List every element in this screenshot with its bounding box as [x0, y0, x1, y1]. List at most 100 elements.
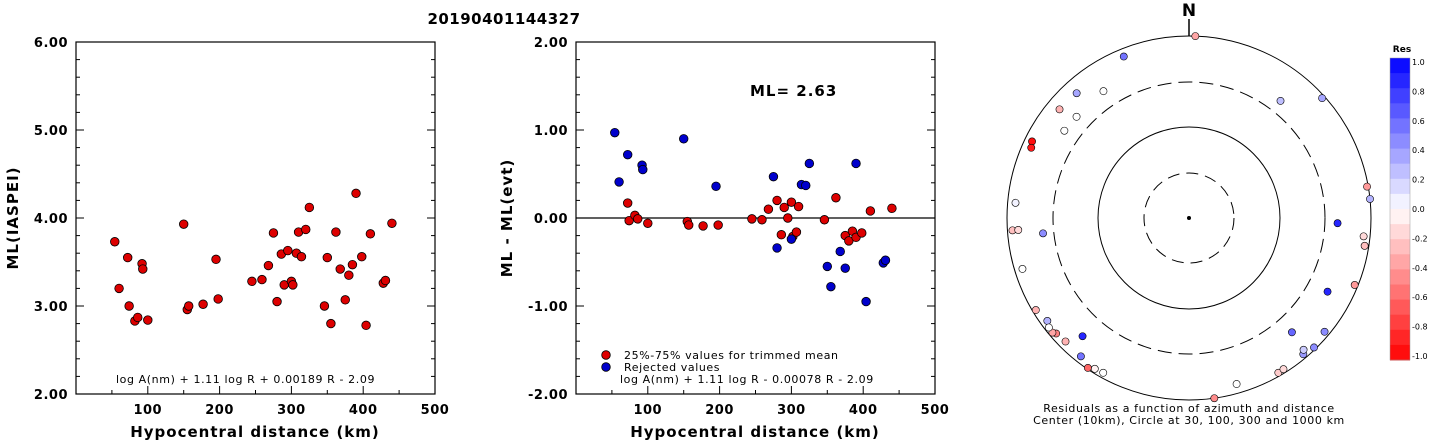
- rejected-point: [840, 263, 850, 273]
- magnitude-formula: log A(nm) + 1.11 log R - 0.00078 R - 2.0…: [620, 373, 874, 386]
- y-tick-label: 6.00: [34, 36, 68, 51]
- station-point: [213, 294, 223, 304]
- rejected-point: [772, 243, 782, 253]
- colorbar-cell: [1390, 193, 1410, 210]
- station-point: [272, 296, 282, 307]
- colorbar-cell: [1390, 299, 1410, 316]
- station-point: [304, 202, 315, 213]
- colorbar-tick-label: -0.2: [1412, 234, 1428, 243]
- trimmed-point: [763, 204, 774, 214]
- map-caption-line1: Residuals as a function of azimuth and d…: [1043, 402, 1334, 415]
- trimmed-point: [684, 220, 694, 230]
- figure-title: 20190401144327: [427, 10, 580, 28]
- trimmed-point: [783, 213, 793, 223]
- station-marker: [1018, 265, 1027, 273]
- azimuth-residual-map: N Residuals as a function of azimuth and…: [1006, 1, 1374, 427]
- trimmed-point: [865, 206, 876, 216]
- colorbar-cell: [1390, 329, 1410, 346]
- rejected-point: [801, 180, 811, 191]
- colorbar-tick-label: -0.6: [1412, 293, 1428, 302]
- legend-label-rejected: Rejected values: [624, 361, 720, 374]
- station-marker: [1090, 364, 1099, 373]
- ml-residual-panel: 100 200 300 400 500 -2.00 -1.00 0.00 1.00 2.00 M…: [498, 36, 949, 441]
- x-tick-labels: 100 200 300 400 500: [133, 403, 448, 418]
- station-marker: [1276, 96, 1285, 105]
- station-marker: [1299, 345, 1308, 354]
- tick-marks: [76, 41, 436, 395]
- station-marker: [1055, 105, 1064, 114]
- station-marker: [1044, 323, 1053, 332]
- colorbar-cell: [1390, 314, 1410, 331]
- trimmed-point: [747, 214, 757, 224]
- colorbar-cell: [1390, 118, 1410, 134]
- colorbar-cell: [1390, 133, 1410, 150]
- station-point: [247, 276, 257, 287]
- station-point: [133, 312, 143, 323]
- rejected-point: [851, 158, 861, 169]
- ring-1000km: [1006, 35, 1372, 401]
- colorbar-tick-label: 0.6: [1412, 117, 1425, 126]
- station-marker: [1078, 332, 1087, 341]
- trimmed-point: [633, 214, 643, 224]
- station-point: [288, 280, 298, 290]
- station-marker: [1288, 328, 1296, 337]
- station-point: [184, 301, 194, 311]
- colorbar-cell: [1390, 178, 1410, 195]
- station-point: [143, 315, 153, 325]
- colorbar-tick-labels: 1.0 0.8 0.6 0.4 0.2 0.0 -0.2 -0.4 -0.6 -0.8 -1.0: [1412, 58, 1428, 361]
- rejected-point: [610, 127, 620, 138]
- station-marker: [1027, 143, 1036, 152]
- trimmed-point: [757, 215, 767, 225]
- x-axis-label: Hypocentral distance (km): [630, 423, 880, 441]
- station-marker: [1043, 317, 1052, 325]
- trimmed-point: [779, 202, 789, 213]
- colorbar-cell: [1390, 209, 1410, 225]
- station-point: [387, 218, 397, 228]
- colorbar-cell: [1390, 103, 1410, 119]
- station-marker: [1072, 89, 1081, 98]
- trimmed-point: [791, 227, 802, 237]
- rejected-point: [638, 164, 648, 175]
- y-axis-label: ML - ML(evt): [498, 159, 516, 277]
- station-point: [211, 254, 221, 265]
- trimmed-point: [793, 201, 804, 212]
- x-tick-label: 400: [849, 403, 878, 418]
- station-marker: [1031, 306, 1040, 314]
- station-markers: [1008, 32, 1374, 403]
- station-point: [110, 237, 120, 247]
- station-marker: [1320, 327, 1329, 336]
- colorbar-cell: [1390, 239, 1410, 255]
- y-tick-label: 2.00: [34, 388, 68, 403]
- station-point: [351, 188, 361, 199]
- station-point: [114, 283, 124, 294]
- station-marker: [1323, 287, 1332, 296]
- legend-label-trimmed: 25%-75% values for trimmed mean: [624, 349, 839, 362]
- y-tick-label: 0.00: [534, 212, 568, 227]
- colorbar-cell: [1390, 73, 1410, 89]
- colorbar-cells: [1389, 57, 1411, 361]
- station-point: [296, 252, 307, 262]
- station-point: [319, 301, 330, 311]
- trimmed-point: [819, 215, 830, 225]
- station-marker: [1310, 343, 1318, 352]
- station-marker: [1084, 363, 1092, 372]
- station-point: [380, 275, 391, 286]
- rejected-point: [711, 181, 721, 192]
- x-tick-label: 200: [705, 403, 734, 418]
- y-tick-label: -1.00: [528, 300, 568, 315]
- x-axis-label: Hypocentral distance (km): [130, 423, 380, 441]
- colorbar-tick-label: 1.0: [1412, 58, 1425, 67]
- event-magnitude: ML= 2.63: [750, 82, 837, 100]
- x-tick-label: 100: [133, 403, 162, 418]
- station-point: [124, 301, 134, 311]
- trimmed-point: [776, 230, 787, 240]
- station-marker: [1077, 352, 1085, 361]
- station-point: [347, 259, 358, 270]
- trimmed-point: [713, 220, 723, 230]
- colorbar-cell: [1390, 224, 1410, 240]
- station-point: [326, 318, 336, 329]
- station-marker: [1191, 32, 1200, 41]
- colorbar-cell: [1390, 269, 1410, 285]
- rejected-point: [768, 171, 779, 182]
